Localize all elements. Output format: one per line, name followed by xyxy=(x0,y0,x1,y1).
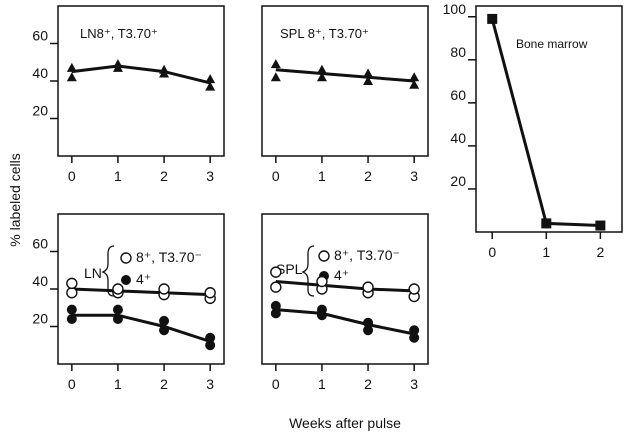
data-point xyxy=(205,74,216,84)
data-point xyxy=(66,314,77,324)
data-point xyxy=(159,315,170,326)
data-point xyxy=(363,68,374,78)
data-point xyxy=(112,283,124,295)
series-line xyxy=(71,287,211,297)
legend-marker-spl-cd8 xyxy=(318,250,330,262)
y-tick-label: 40 xyxy=(32,273,48,289)
data-point xyxy=(270,308,281,319)
y-tick-label: 20 xyxy=(32,103,48,119)
x-tick-label: 1 xyxy=(114,168,122,184)
data-point xyxy=(205,81,216,91)
data-point xyxy=(66,72,77,82)
x-tick-label: 1 xyxy=(542,244,550,260)
series-line xyxy=(71,313,211,343)
data-point xyxy=(487,13,498,24)
x-tick-label: 2 xyxy=(364,168,372,184)
legend-label-ln-cd8: 8⁺, T3.70⁻ xyxy=(136,249,202,265)
y-tick-label: 80 xyxy=(450,44,466,60)
y-tick-label: 20 xyxy=(32,311,48,327)
data-point xyxy=(270,300,281,311)
data-point xyxy=(270,59,281,69)
panel-frame-spl-bottom xyxy=(261,213,429,365)
legend-marker-ln-cd8 xyxy=(120,252,132,264)
data-point xyxy=(595,220,606,231)
data-point xyxy=(66,62,77,72)
chart-marks: 0 1 2 3 20 40 60 0 1 2 3 0 1 2 3 20 40 60 0 1 2 3 0 1 2 20 40 60 80 1… xyxy=(32,1,606,392)
x-tick-label: 0 xyxy=(272,168,280,184)
legend-prefix-spl: SPL xyxy=(276,261,303,277)
data-point xyxy=(158,283,170,295)
data-point xyxy=(363,76,374,85)
panel-title-spl-top: SPL 8⁺, T3.70⁺ xyxy=(280,26,369,41)
data-point xyxy=(66,287,78,299)
data-point xyxy=(409,332,420,343)
panel-frame-spl-top xyxy=(261,5,429,157)
series-line xyxy=(275,68,415,83)
data-point xyxy=(316,275,328,288)
data-point xyxy=(409,79,420,89)
legend-label-ln-cd4: 4⁺ xyxy=(136,271,151,287)
y-tick-label: 20 xyxy=(450,173,466,189)
data-point xyxy=(66,304,77,315)
data-point xyxy=(362,281,374,293)
x-tick-label: 1 xyxy=(114,376,122,392)
y-tick-label: 40 xyxy=(450,130,466,146)
x-axis-label: Weeks after pulse xyxy=(289,415,401,431)
y-tick-label: 60 xyxy=(32,236,48,252)
data-point xyxy=(159,325,170,336)
x-tick-label: 2 xyxy=(160,168,168,184)
panel-frame-bone-marrow xyxy=(475,5,623,233)
x-tick-label: 3 xyxy=(410,376,418,392)
data-point xyxy=(316,72,327,82)
data-point xyxy=(270,266,282,278)
legend-brace-spl xyxy=(301,245,315,297)
data-point xyxy=(316,64,327,74)
legend-label-spl-cd4: 4⁺ xyxy=(334,267,349,283)
data-point xyxy=(316,304,327,315)
y-axis-label: % labeled cells xyxy=(7,153,23,246)
data-point xyxy=(205,340,216,351)
data-point xyxy=(112,304,123,315)
series-line xyxy=(275,308,415,336)
x-tick-label: 2 xyxy=(160,376,168,392)
legend-marker-ln-cd4 xyxy=(121,275,131,285)
x-tick-label: 0 xyxy=(272,376,280,392)
data-point xyxy=(541,218,552,229)
data-point xyxy=(363,325,374,336)
data-point xyxy=(408,283,420,295)
x-tick-label: 1 xyxy=(318,376,326,392)
panel-title-bone-marrow: Bone marrow xyxy=(516,37,588,51)
data-point xyxy=(205,332,216,343)
x-tick-label: 2 xyxy=(596,244,604,260)
x-tick-label: 1 xyxy=(318,168,326,184)
legend-brace-ln xyxy=(101,245,115,297)
x-tick-label: 0 xyxy=(488,244,496,260)
data-point xyxy=(363,317,374,328)
x-tick-label: 3 xyxy=(410,168,418,184)
legend-prefix-ln: LN xyxy=(84,265,102,281)
x-tick-label: 0 xyxy=(68,168,76,184)
data-point xyxy=(112,59,123,69)
data-point xyxy=(409,325,420,336)
x-tick-label: 3 xyxy=(206,376,214,392)
data-point xyxy=(66,277,78,290)
data-point xyxy=(409,72,420,82)
y-tick-label: 60 xyxy=(32,28,48,44)
legend-label-spl-cd8: 8⁺, T3.70⁻ xyxy=(334,247,400,263)
panel-title-ln-top: LN8⁺, T3.70⁺ xyxy=(80,26,158,41)
x-tick-label: 3 xyxy=(206,168,214,184)
y-tick-label: 40 xyxy=(32,65,48,81)
data-point xyxy=(204,287,216,299)
data-point xyxy=(112,314,123,324)
data-point xyxy=(270,281,282,293)
y-tick-label: 60 xyxy=(450,87,466,103)
series-line xyxy=(71,64,211,85)
data-point xyxy=(159,64,170,74)
x-tick-label: 0 xyxy=(68,376,76,392)
data-point xyxy=(270,72,281,82)
x-tick-label: 2 xyxy=(364,376,372,392)
y-tick-label: 100 xyxy=(443,1,467,17)
series-line xyxy=(275,280,415,293)
